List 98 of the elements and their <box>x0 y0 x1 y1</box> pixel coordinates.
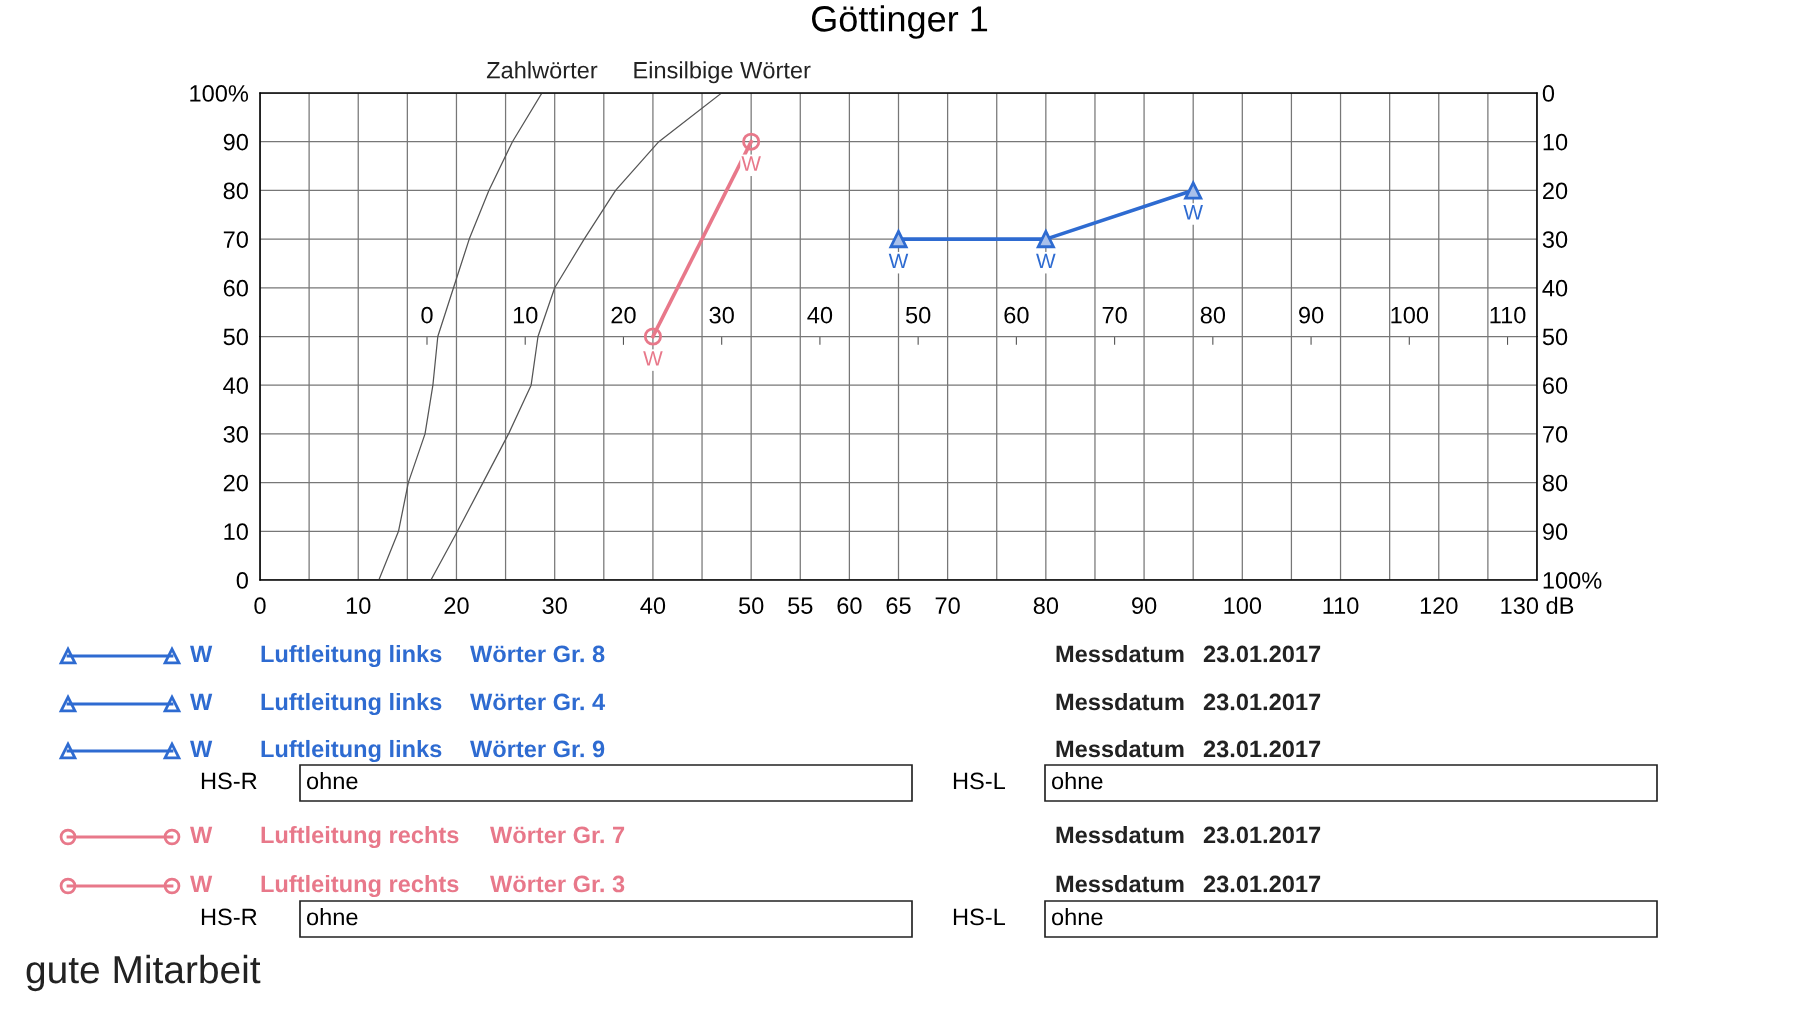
y2-tick-label: 90 <box>1542 523 1568 541</box>
x-tick-label: 60 <box>837 597 862 615</box>
y2-tick-label: 30 <box>1542 231 1568 248</box>
y2-tick-label: 50 <box>1542 328 1568 346</box>
y-tick-label: 90 <box>223 133 248 151</box>
x-tick-label: 20 <box>444 597 469 615</box>
y-tick-label: 20 <box>223 474 248 492</box>
y2-tick-label: 70 <box>1543 425 1568 443</box>
text: W <box>190 826 213 844</box>
x-tick-label: 80 <box>1033 597 1059 615</box>
x-tick-label: 0 <box>254 597 266 615</box>
y-tick-label: 40 <box>223 377 248 394</box>
x-tick-label: 30 <box>542 597 567 615</box>
x-tick-label: 40 <box>640 597 666 615</box>
text: Wörter Gr. 8 <box>470 645 605 663</box>
data-label: W <box>1183 205 1203 220</box>
text: W <box>190 740 213 758</box>
x2-tick-label: 110 <box>1490 306 1526 324</box>
y2-tick-label: 40 <box>1542 279 1568 297</box>
point <box>1036 230 1055 249</box>
x-tick-label: 90 <box>1132 597 1157 615</box>
text: HS-L <box>953 908 1006 926</box>
data-label: W <box>643 351 663 366</box>
text: Messdatum <box>1056 644 1184 663</box>
text: Luftleitung links <box>261 692 442 716</box>
y-tick-label: 80 <box>223 182 248 200</box>
text: Wörter Gr. 7 <box>490 826 625 844</box>
x2-tick-label: 10 <box>513 306 538 324</box>
x-tick-label: 55 <box>788 597 813 615</box>
x2-tick-label: 30 <box>709 306 734 324</box>
y-tick-label: 50 <box>223 328 248 346</box>
x-tick-label: 10 <box>346 597 371 615</box>
text: Wörter Gr. 3 <box>490 875 625 893</box>
y-tick-label: 10 <box>224 523 248 541</box>
text: HS-L <box>953 772 1006 790</box>
y-tick-label: 70 <box>223 231 248 248</box>
x-tick-label: 120 <box>1420 597 1458 615</box>
x2-tick-label: 50 <box>905 306 931 324</box>
x-tick-label: 50 <box>738 597 764 615</box>
x2-tick-label: 20 <box>611 306 636 324</box>
text: ohne <box>306 907 358 926</box>
text: HS-R <box>201 908 257 926</box>
text: Messdatum <box>1056 739 1184 758</box>
text: Messdatum <box>1056 692 1184 711</box>
point <box>742 132 761 151</box>
x2-tick-label: 100 <box>1391 306 1429 324</box>
x2-tick-label: 70 <box>1102 306 1127 324</box>
text: 23.01.2017 <box>1203 645 1321 663</box>
data-label: W <box>888 253 909 269</box>
y-tick-label: 0 <box>236 572 248 589</box>
text: HS-R <box>201 772 257 790</box>
series-label: Zahlwörter <box>486 61 598 79</box>
text: Luftleitung rechts <box>261 825 459 849</box>
text: 23.01.2017 <box>1203 826 1321 844</box>
text: Messdatum <box>1056 825 1184 844</box>
text: 23.01.2017 <box>1203 740 1321 758</box>
text: ohne <box>1051 907 1103 926</box>
point <box>889 230 908 249</box>
text: Messdatum <box>1056 874 1184 893</box>
text: Luftleitung rechts <box>261 874 459 898</box>
data-label: W <box>1036 253 1056 269</box>
x-tick-label: 65 <box>886 597 911 615</box>
y2-tick-label: 20 <box>1543 182 1568 200</box>
text: 23.01.2017 <box>1203 693 1321 711</box>
text: gute Mitarbeit <box>26 954 261 992</box>
data-label: W <box>741 156 761 171</box>
chart-title: Göttinger 1 <box>812 5 988 39</box>
text: W <box>190 645 213 663</box>
y2-tick-label: 0 <box>1542 85 1555 102</box>
x2-tick-label: 0 <box>421 306 433 324</box>
x-tick-label: 130 dB <box>1501 596 1574 615</box>
text: Luftleitung links <box>261 644 442 668</box>
x-tick-label: 110 <box>1323 597 1359 615</box>
y2-tick-label: 100% <box>1543 572 1602 589</box>
y2-tick-label: 60 <box>1543 377 1568 394</box>
y-tick-label: 60 <box>223 279 248 297</box>
x-tick-label: 100 <box>1224 597 1262 615</box>
x2-tick-label: 60 <box>1004 306 1029 324</box>
text: Wörter Gr. 4 <box>470 693 606 711</box>
text: Wörter Gr. 9 <box>470 740 605 758</box>
x-tick-label: 70 <box>935 597 960 615</box>
text: W <box>190 875 213 893</box>
text: W <box>190 693 213 711</box>
x2-tick-label: 80 <box>1200 306 1226 324</box>
text: ohne <box>306 771 358 790</box>
y2-tick-label: 80 <box>1542 474 1568 492</box>
point <box>1184 181 1203 200</box>
series-label: Einsilbige Wörter <box>634 61 811 84</box>
y-tick-label: 30 <box>223 425 248 443</box>
text: 23.01.2017 <box>1203 875 1321 893</box>
line-series <box>378 93 543 580</box>
x2-tick-label: 40 <box>807 306 833 324</box>
point <box>643 327 662 346</box>
text: Luftleitung links <box>261 739 442 763</box>
y2-tick-label: 10 <box>1543 133 1568 151</box>
y-tick-label: 100% <box>190 85 249 102</box>
text: ohne <box>1051 771 1103 790</box>
x2-tick-label: 90 <box>1299 306 1324 324</box>
